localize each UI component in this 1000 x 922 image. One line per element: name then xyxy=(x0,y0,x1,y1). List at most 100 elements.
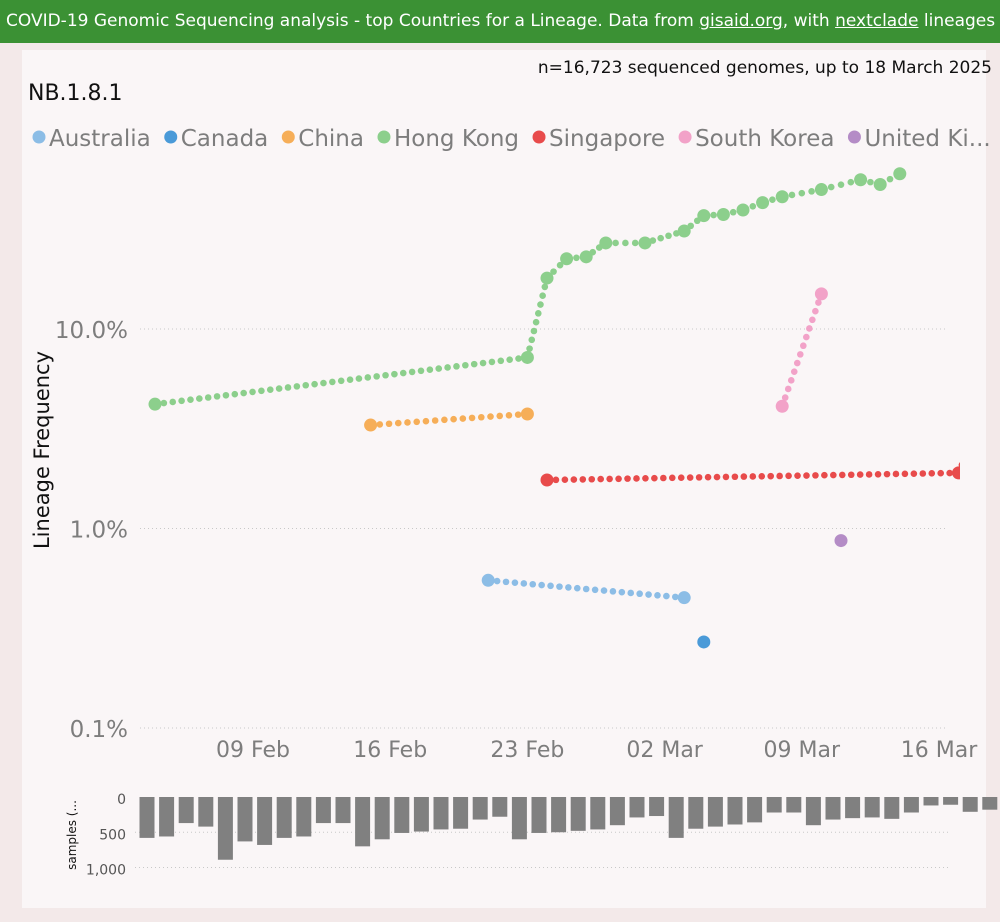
series-dot xyxy=(493,577,501,585)
series-dot xyxy=(645,591,652,598)
series-dot xyxy=(382,371,389,379)
series-dot xyxy=(534,310,542,317)
series-dot xyxy=(847,471,855,479)
sample-bar xyxy=(315,797,331,824)
series-dot xyxy=(812,307,819,315)
data-point xyxy=(481,573,495,587)
sample-bar xyxy=(864,797,880,818)
series-dot xyxy=(479,359,487,367)
series-dot xyxy=(937,469,945,477)
data-point xyxy=(972,419,985,432)
x-tick-label: 16 Feb xyxy=(353,738,427,763)
series-dot xyxy=(883,470,891,478)
series-dot xyxy=(838,471,846,479)
series-dot xyxy=(556,261,564,269)
series-dot xyxy=(426,366,434,373)
legend-label: Hong Kong xyxy=(394,126,519,152)
series-dot xyxy=(477,413,485,421)
data-point xyxy=(364,418,378,432)
series-dot xyxy=(266,386,274,394)
series-dot xyxy=(809,316,816,324)
series-dot xyxy=(946,469,953,477)
series-dot xyxy=(928,470,936,477)
series-dot xyxy=(660,474,667,482)
data-point xyxy=(893,167,907,181)
series-dot xyxy=(972,430,979,437)
series-dot xyxy=(187,396,194,404)
series-dot xyxy=(793,359,801,367)
series-dot xyxy=(806,325,813,332)
legend-label: Australia xyxy=(49,126,151,152)
gisaid-link[interactable]: gisaid.org xyxy=(699,11,783,31)
series-dot xyxy=(749,473,757,480)
series-dot xyxy=(636,590,643,598)
series-dot xyxy=(618,588,626,596)
series-dot xyxy=(919,470,927,477)
series-dot xyxy=(729,208,737,216)
sample-bar xyxy=(590,797,606,830)
series-dot xyxy=(231,390,239,398)
series-dot xyxy=(453,363,460,370)
series-dot xyxy=(815,299,822,306)
legend-label: Singapore xyxy=(549,126,665,152)
series-dot xyxy=(444,364,451,371)
banner-text-end: lineages Sc xyxy=(923,11,1000,31)
series-dot xyxy=(529,580,537,588)
sample-bar xyxy=(178,797,194,824)
series-dot xyxy=(435,365,443,372)
series-dot xyxy=(794,472,801,479)
sample-bar xyxy=(570,797,586,831)
nextclade-link[interactable]: nextclade xyxy=(835,11,919,31)
series-dot xyxy=(642,475,649,482)
series-dot xyxy=(769,196,776,204)
series-dot xyxy=(627,589,635,597)
series-dot xyxy=(582,585,590,593)
series-dot xyxy=(346,376,354,384)
series-dot xyxy=(749,203,757,210)
series-dot xyxy=(528,336,536,344)
series-dot xyxy=(556,583,563,590)
sample-bar xyxy=(139,797,155,838)
series-dot xyxy=(622,239,629,247)
sample-bar xyxy=(825,797,841,820)
data-point xyxy=(540,271,554,285)
legend-marker xyxy=(678,130,692,144)
series-dot xyxy=(196,395,203,402)
series-dot xyxy=(488,358,496,366)
sample-bar xyxy=(394,797,410,833)
series-dot xyxy=(497,357,505,365)
series-dot xyxy=(651,474,658,482)
series-dot xyxy=(468,414,476,422)
data-point xyxy=(148,397,162,411)
series-dot xyxy=(713,473,721,481)
series-dot xyxy=(668,474,676,482)
sample-bar xyxy=(943,797,959,805)
series-dot xyxy=(329,378,336,386)
data-point xyxy=(775,399,789,413)
series-dot xyxy=(511,579,519,586)
series-dot xyxy=(502,578,510,586)
sample-bar xyxy=(472,797,488,820)
series-dot xyxy=(958,462,960,468)
series-dot xyxy=(609,588,617,595)
series-dot xyxy=(258,387,265,395)
series-dot xyxy=(615,475,622,483)
series-dot xyxy=(417,367,425,375)
series-dot xyxy=(391,370,398,378)
sample-bar xyxy=(766,797,782,813)
sample-bar xyxy=(296,797,312,837)
series-dot xyxy=(591,586,599,594)
sample-bar xyxy=(531,797,547,833)
series-dot xyxy=(413,418,421,426)
series-dot xyxy=(704,473,712,481)
sample-bar xyxy=(805,797,821,826)
series-dot xyxy=(249,388,256,396)
sample-bar xyxy=(845,797,861,819)
x-tick-label: 16 Mar xyxy=(901,738,978,763)
data-point xyxy=(540,473,554,487)
data-point xyxy=(677,224,691,238)
series-dot xyxy=(808,188,815,195)
series-dot xyxy=(514,411,522,418)
series-dot xyxy=(812,472,819,479)
series-dot xyxy=(597,475,604,483)
